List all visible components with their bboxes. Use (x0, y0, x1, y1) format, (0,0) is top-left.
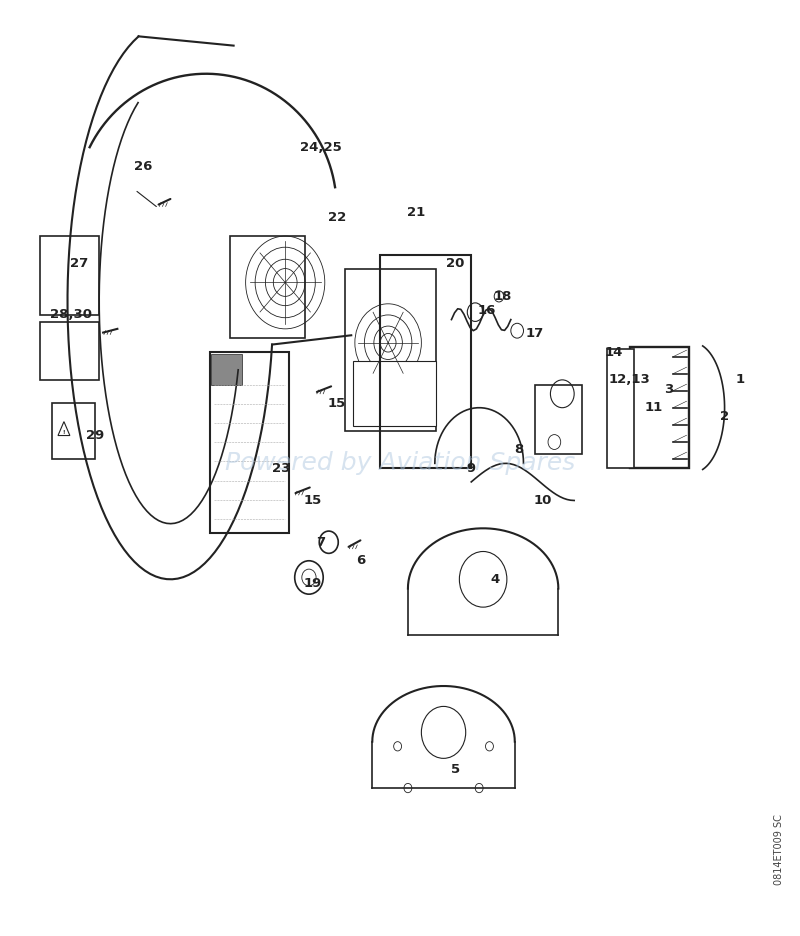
Text: 11: 11 (644, 402, 662, 415)
Circle shape (294, 561, 323, 594)
Text: 12,13: 12,13 (609, 373, 650, 387)
FancyBboxPatch shape (534, 385, 582, 454)
Text: 18: 18 (494, 290, 512, 303)
Text: 5: 5 (451, 763, 460, 776)
FancyBboxPatch shape (40, 236, 99, 314)
Text: 8: 8 (514, 443, 523, 456)
Text: 26: 26 (134, 160, 152, 173)
Text: 29: 29 (86, 429, 104, 442)
Text: 6: 6 (356, 554, 365, 567)
FancyBboxPatch shape (52, 403, 95, 459)
Text: Powered by Aviation Spares: Powered by Aviation Spares (225, 451, 575, 475)
Text: 0814ET009 SC: 0814ET009 SC (774, 814, 784, 885)
Text: 19: 19 (304, 578, 322, 591)
FancyBboxPatch shape (607, 349, 634, 468)
Text: 22: 22 (327, 211, 346, 224)
FancyBboxPatch shape (353, 361, 436, 426)
Text: 21: 21 (406, 207, 425, 219)
Text: 7: 7 (316, 535, 326, 548)
Text: 10: 10 (534, 494, 552, 507)
Circle shape (319, 531, 338, 553)
Text: 24,25: 24,25 (300, 141, 342, 154)
Text: 9: 9 (466, 461, 476, 475)
Text: 16: 16 (478, 304, 496, 316)
Text: 27: 27 (70, 257, 89, 271)
Text: 28,30: 28,30 (50, 309, 93, 321)
FancyBboxPatch shape (40, 322, 99, 380)
FancyBboxPatch shape (345, 269, 436, 431)
FancyBboxPatch shape (230, 236, 305, 338)
Text: 1: 1 (736, 373, 745, 387)
FancyBboxPatch shape (210, 352, 289, 533)
Text: 4: 4 (490, 573, 500, 586)
Text: !: ! (62, 431, 65, 435)
Text: 15: 15 (327, 397, 346, 410)
Text: 14: 14 (605, 345, 623, 358)
Text: 2: 2 (720, 411, 729, 423)
FancyBboxPatch shape (630, 347, 689, 468)
Text: 20: 20 (446, 257, 465, 271)
Text: 17: 17 (526, 327, 544, 340)
Text: 23: 23 (272, 461, 290, 475)
FancyBboxPatch shape (210, 354, 242, 385)
Text: 15: 15 (304, 494, 322, 507)
Text: 3: 3 (665, 383, 674, 396)
